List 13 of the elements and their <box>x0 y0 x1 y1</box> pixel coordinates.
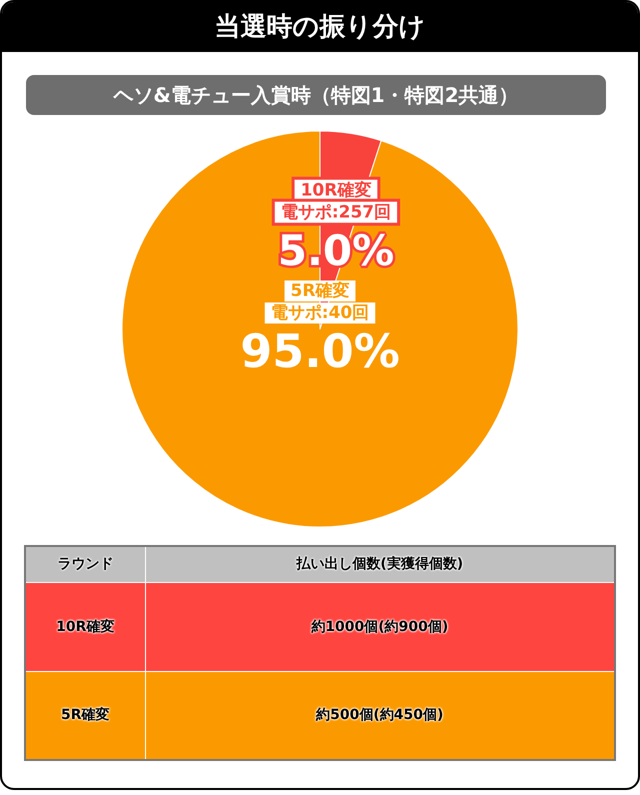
text: 電サポ:257回 <box>280 202 392 222</box>
category-label: 払い出し個数(実獲得個数) <box>145 546 615 582</box>
chart-title: 当選時の振り分け <box>2 2 638 52</box>
text: 電サポ:40回 <box>270 303 370 323</box>
data-label: 95.0% <box>240 324 400 378</box>
text: 10R確変 <box>25 582 146 671</box>
chart-subtitle: ヘソ&電チュー入賞時（特図1・特図2共通） <box>26 75 606 115</box>
category-label: ラウンド <box>25 546 146 582</box>
slice-label: 10R確変 <box>300 180 372 200</box>
text: 5R確変 <box>25 671 146 760</box>
text: 約500個(約450個) <box>145 671 615 760</box>
text: 約1000個(約900個) <box>145 582 615 671</box>
slice-label: 5R確変 <box>290 281 350 301</box>
